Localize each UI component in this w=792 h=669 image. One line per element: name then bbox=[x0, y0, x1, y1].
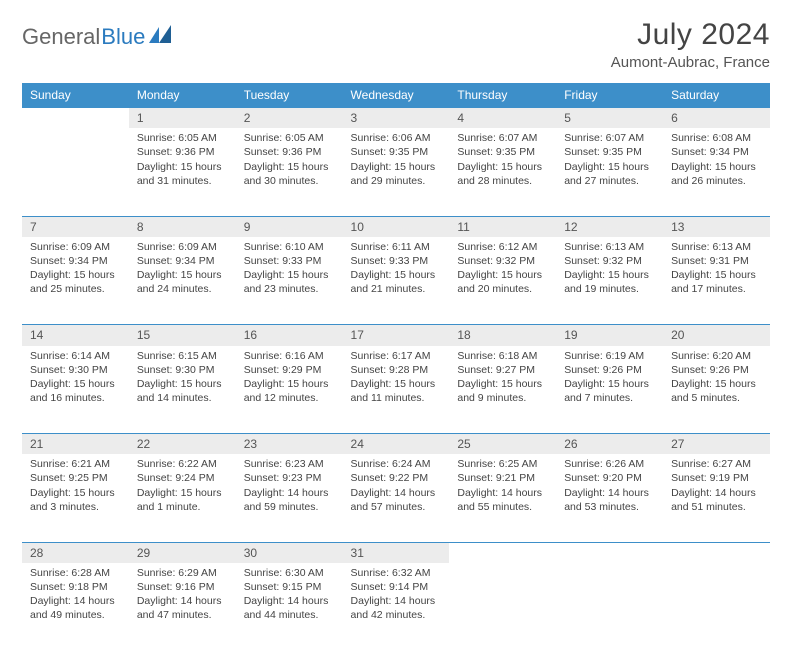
day-number: 5 bbox=[556, 108, 663, 129]
content-row: Sunrise: 6:14 AM Sunset: 9:30 PM Dayligh… bbox=[22, 346, 770, 434]
day-cell: Sunrise: 6:32 AM Sunset: 9:14 PM Dayligh… bbox=[343, 563, 450, 651]
logo-text-general: General bbox=[22, 24, 100, 50]
day-number: 1 bbox=[129, 108, 236, 129]
day-number: 3 bbox=[343, 108, 450, 129]
day-cell: Sunrise: 6:22 AM Sunset: 9:24 PM Dayligh… bbox=[129, 454, 236, 542]
day-number bbox=[22, 108, 129, 129]
day-cell: Sunrise: 6:13 AM Sunset: 9:32 PM Dayligh… bbox=[556, 237, 663, 325]
day-cell: Sunrise: 6:23 AM Sunset: 9:23 PM Dayligh… bbox=[236, 454, 343, 542]
day-number: 21 bbox=[22, 434, 129, 455]
day-cell bbox=[663, 563, 770, 651]
content-row: Sunrise: 6:28 AM Sunset: 9:18 PM Dayligh… bbox=[22, 563, 770, 651]
day-cell: Sunrise: 6:20 AM Sunset: 9:26 PM Dayligh… bbox=[663, 346, 770, 434]
day-cell: Sunrise: 6:14 AM Sunset: 9:30 PM Dayligh… bbox=[22, 346, 129, 434]
day-cell: Sunrise: 6:07 AM Sunset: 9:35 PM Dayligh… bbox=[556, 128, 663, 216]
weekday-header: Monday bbox=[129, 83, 236, 108]
day-cell: Sunrise: 6:28 AM Sunset: 9:18 PM Dayligh… bbox=[22, 563, 129, 651]
day-number: 19 bbox=[556, 325, 663, 346]
day-number: 6 bbox=[663, 108, 770, 129]
day-cell: Sunrise: 6:05 AM Sunset: 9:36 PM Dayligh… bbox=[129, 128, 236, 216]
day-cell: Sunrise: 6:30 AM Sunset: 9:15 PM Dayligh… bbox=[236, 563, 343, 651]
day-number: 8 bbox=[129, 216, 236, 237]
day-number: 22 bbox=[129, 434, 236, 455]
location: Aumont-Aubrac, France bbox=[611, 54, 770, 71]
day-number: 18 bbox=[449, 325, 556, 346]
day-cell: Sunrise: 6:09 AM Sunset: 9:34 PM Dayligh… bbox=[129, 237, 236, 325]
day-cell: Sunrise: 6:12 AM Sunset: 9:32 PM Dayligh… bbox=[449, 237, 556, 325]
calendar-table: Sunday Monday Tuesday Wednesday Thursday… bbox=[22, 83, 770, 651]
day-cell bbox=[449, 563, 556, 651]
day-cell: Sunrise: 6:15 AM Sunset: 9:30 PM Dayligh… bbox=[129, 346, 236, 434]
day-cell: Sunrise: 6:25 AM Sunset: 9:21 PM Dayligh… bbox=[449, 454, 556, 542]
weekday-header-row: Sunday Monday Tuesday Wednesday Thursday… bbox=[22, 83, 770, 108]
day-cell: Sunrise: 6:13 AM Sunset: 9:31 PM Dayligh… bbox=[663, 237, 770, 325]
header: GeneralBlue July 2024 Aumont-Aubrac, Fra… bbox=[22, 18, 770, 71]
day-number: 4 bbox=[449, 108, 556, 129]
weekday-header: Saturday bbox=[663, 83, 770, 108]
weekday-header: Wednesday bbox=[343, 83, 450, 108]
day-cell: Sunrise: 6:27 AM Sunset: 9:19 PM Dayligh… bbox=[663, 454, 770, 542]
day-number: 27 bbox=[663, 434, 770, 455]
day-cell bbox=[22, 128, 129, 216]
logo: GeneralBlue bbox=[22, 24, 175, 50]
day-number: 28 bbox=[22, 542, 129, 563]
day-number: 29 bbox=[129, 542, 236, 563]
day-cell: Sunrise: 6:26 AM Sunset: 9:20 PM Dayligh… bbox=[556, 454, 663, 542]
daynum-row: 28293031 bbox=[22, 542, 770, 563]
day-number: 24 bbox=[343, 434, 450, 455]
day-cell: Sunrise: 6:17 AM Sunset: 9:28 PM Dayligh… bbox=[343, 346, 450, 434]
calendar-body: 123456Sunrise: 6:05 AM Sunset: 9:36 PM D… bbox=[22, 108, 770, 651]
day-number: 15 bbox=[129, 325, 236, 346]
day-number bbox=[449, 542, 556, 563]
day-number: 25 bbox=[449, 434, 556, 455]
day-number: 26 bbox=[556, 434, 663, 455]
content-row: Sunrise: 6:21 AM Sunset: 9:25 PM Dayligh… bbox=[22, 454, 770, 542]
day-number: 20 bbox=[663, 325, 770, 346]
day-cell: Sunrise: 6:19 AM Sunset: 9:26 PM Dayligh… bbox=[556, 346, 663, 434]
day-cell: Sunrise: 6:09 AM Sunset: 9:34 PM Dayligh… bbox=[22, 237, 129, 325]
day-number: 23 bbox=[236, 434, 343, 455]
day-number: 14 bbox=[22, 325, 129, 346]
day-cell: Sunrise: 6:06 AM Sunset: 9:35 PM Dayligh… bbox=[343, 128, 450, 216]
day-number: 2 bbox=[236, 108, 343, 129]
day-number bbox=[556, 542, 663, 563]
daynum-row: 21222324252627 bbox=[22, 434, 770, 455]
content-row: Sunrise: 6:05 AM Sunset: 9:36 PM Dayligh… bbox=[22, 128, 770, 216]
day-number: 10 bbox=[343, 216, 450, 237]
day-number: 16 bbox=[236, 325, 343, 346]
daynum-row: 14151617181920 bbox=[22, 325, 770, 346]
month-title: July 2024 bbox=[611, 18, 770, 52]
title-block: July 2024 Aumont-Aubrac, France bbox=[611, 18, 770, 71]
day-number: 17 bbox=[343, 325, 450, 346]
day-number: 11 bbox=[449, 216, 556, 237]
weekday-header: Thursday bbox=[449, 83, 556, 108]
day-cell: Sunrise: 6:24 AM Sunset: 9:22 PM Dayligh… bbox=[343, 454, 450, 542]
day-number: 9 bbox=[236, 216, 343, 237]
day-cell: Sunrise: 6:05 AM Sunset: 9:36 PM Dayligh… bbox=[236, 128, 343, 216]
daynum-row: 123456 bbox=[22, 108, 770, 129]
weekday-header: Sunday bbox=[22, 83, 129, 108]
day-cell: Sunrise: 6:18 AM Sunset: 9:27 PM Dayligh… bbox=[449, 346, 556, 434]
day-number bbox=[663, 542, 770, 563]
weekday-header: Friday bbox=[556, 83, 663, 108]
day-number: 30 bbox=[236, 542, 343, 563]
day-number: 12 bbox=[556, 216, 663, 237]
day-cell: Sunrise: 6:21 AM Sunset: 9:25 PM Dayligh… bbox=[22, 454, 129, 542]
daynum-row: 78910111213 bbox=[22, 216, 770, 237]
day-cell: Sunrise: 6:11 AM Sunset: 9:33 PM Dayligh… bbox=[343, 237, 450, 325]
day-cell: Sunrise: 6:16 AM Sunset: 9:29 PM Dayligh… bbox=[236, 346, 343, 434]
day-cell: Sunrise: 6:10 AM Sunset: 9:33 PM Dayligh… bbox=[236, 237, 343, 325]
calendar-page: GeneralBlue July 2024 Aumont-Aubrac, Fra… bbox=[0, 0, 792, 669]
day-cell bbox=[556, 563, 663, 651]
content-row: Sunrise: 6:09 AM Sunset: 9:34 PM Dayligh… bbox=[22, 237, 770, 325]
logo-icon bbox=[149, 23, 175, 49]
day-cell: Sunrise: 6:08 AM Sunset: 9:34 PM Dayligh… bbox=[663, 128, 770, 216]
day-number: 13 bbox=[663, 216, 770, 237]
day-number: 31 bbox=[343, 542, 450, 563]
weekday-header: Tuesday bbox=[236, 83, 343, 108]
day-cell: Sunrise: 6:07 AM Sunset: 9:35 PM Dayligh… bbox=[449, 128, 556, 216]
day-number: 7 bbox=[22, 216, 129, 237]
day-cell: Sunrise: 6:29 AM Sunset: 9:16 PM Dayligh… bbox=[129, 563, 236, 651]
logo-text-blue: Blue bbox=[101, 24, 145, 50]
